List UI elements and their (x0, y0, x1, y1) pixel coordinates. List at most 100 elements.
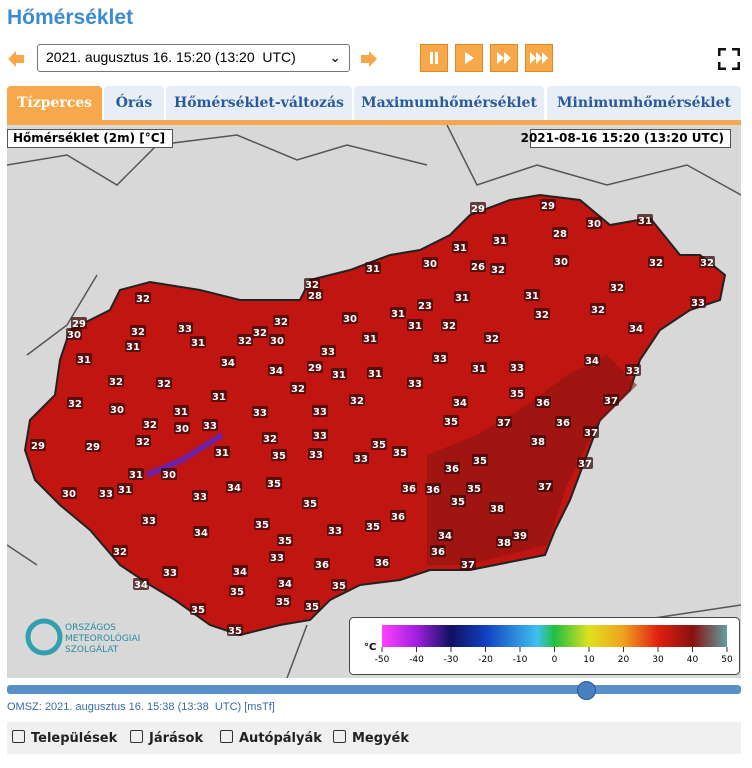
temperature-label: 32 (291, 384, 305, 395)
label-bg (417, 299, 433, 311)
tab[interactable]: Minimumhőmérséklet (547, 86, 741, 120)
temperature-label: 31 (472, 364, 486, 375)
label-bg (71, 317, 87, 329)
tab[interactable]: Maximumhőmérséklet (354, 86, 544, 120)
temperature-label: 32 (442, 321, 456, 332)
temperature-label: 33 (99, 489, 113, 500)
temperature-label: 31 (332, 370, 346, 381)
temperature-label: 38 (490, 504, 504, 515)
label-bg (407, 319, 423, 331)
label-bg (590, 303, 606, 315)
slider-thumb[interactable] (577, 681, 596, 700)
label-bg (496, 416, 512, 428)
label-bg (156, 377, 172, 389)
temperature-label: 32 (68, 399, 82, 410)
temperature-label: 28 (308, 291, 322, 302)
label-bg (484, 332, 500, 344)
temperature-label: 36 (402, 484, 416, 495)
time-slider[interactable] (7, 685, 741, 694)
label-bg (454, 291, 470, 303)
label-bg (392, 446, 408, 458)
label-bg (193, 526, 209, 538)
label-bg (252, 326, 268, 338)
temperature-label: 32 (700, 258, 714, 269)
temperature-label: 30 (175, 424, 189, 435)
layer-checkbox[interactable]: Járások (130, 730, 203, 746)
temperature-label: 31 (525, 291, 539, 302)
label-bg (202, 419, 218, 431)
label-bg (190, 336, 206, 348)
temperature-label: 34 (194, 528, 208, 539)
label-bg (470, 260, 486, 272)
temperature-label: 31 (174, 407, 188, 418)
temperature-label: 37 (497, 418, 511, 429)
tab[interactable]: Tízperces (7, 86, 102, 120)
label-bg (452, 396, 468, 408)
temperature-label: 34 (269, 366, 283, 377)
label-bg (290, 382, 306, 394)
datetime-select[interactable]: 2021. augusztus 16. 15:20 (13:20 UTC) ⌄ (37, 44, 350, 72)
label-bg (76, 353, 92, 365)
label-bg (609, 281, 625, 293)
map-title: Hőmérséklet (2m) [°C] (13, 131, 165, 145)
label-bg (128, 468, 144, 480)
temperature-label: 37 (584, 428, 598, 439)
label-bg (312, 405, 328, 417)
temperature-label: 30 (343, 314, 357, 325)
label-bg (535, 396, 551, 408)
label-bg (367, 367, 383, 379)
temperature-label: 36 (445, 464, 459, 475)
temperature-label: 32 (157, 379, 171, 390)
label-bg (437, 529, 453, 541)
layer-checkbox[interactable]: Megyék (333, 730, 409, 746)
fullscreen-button[interactable] (718, 48, 740, 70)
label-bg (490, 263, 506, 275)
temperature-label: 32 (610, 283, 624, 294)
pause-button[interactable] (420, 44, 448, 72)
temperature-label: 30 (110, 405, 124, 416)
temperature-label: 35 (444, 417, 458, 428)
temperature-label: 34 (629, 324, 643, 335)
temperature-label: 32 (131, 327, 145, 338)
temperature-label: 33 (691, 298, 705, 309)
label-bg (362, 332, 378, 344)
temperature-label: 34 (278, 579, 292, 590)
label-bg (262, 432, 278, 444)
temperature-label: 35 (230, 587, 244, 598)
temperature-label: 32 (485, 334, 499, 345)
temperature-label: 32 (136, 294, 150, 305)
next-arrow[interactable] (360, 50, 378, 68)
map: Hőmérséklet (2m) [°C] 2021-08-16 15:20 (… (7, 125, 741, 678)
label-bg (302, 497, 318, 509)
temperature-label: 31 (191, 338, 205, 349)
model-link[interactable]: [msTf] (244, 701, 275, 713)
logo-text: METEOROLÓGIAI (65, 632, 140, 644)
temperature-label: 35 (255, 520, 269, 531)
tab[interactable]: Hőmérséklet-változás (166, 86, 352, 120)
temperature-label: 32 (350, 396, 364, 407)
prev-arrow[interactable] (7, 50, 25, 68)
layer-checkbox[interactable]: Autópályák (220, 730, 322, 746)
tab[interactable]: Órás (104, 86, 164, 120)
temperature-label: 30 (162, 470, 176, 481)
label-bg (586, 217, 602, 229)
label-bg (237, 334, 253, 346)
temperature-label: 35 (366, 522, 380, 533)
label-bg (135, 435, 151, 447)
temperature-label: 31 (366, 264, 380, 275)
layer-checkbox[interactable]: Települések (12, 730, 117, 746)
temperature-label: 37 (538, 482, 552, 493)
temperature-label: 35 (332, 581, 346, 592)
temperature-label: 36 (315, 560, 329, 571)
temperature-label: 31 (212, 392, 226, 403)
label-bg (304, 600, 320, 612)
label-bg (552, 227, 568, 239)
colorbar-label: 10 (583, 655, 595, 665)
label-bg (584, 354, 600, 366)
temperature-label: 29 (86, 442, 100, 453)
checkbox-label: Járások (149, 731, 204, 746)
temperature-label: 30 (554, 257, 568, 268)
temperature-label: 35 (393, 448, 407, 459)
colorbar-label: -20 (478, 655, 493, 665)
temperature-label: 33 (193, 492, 207, 503)
